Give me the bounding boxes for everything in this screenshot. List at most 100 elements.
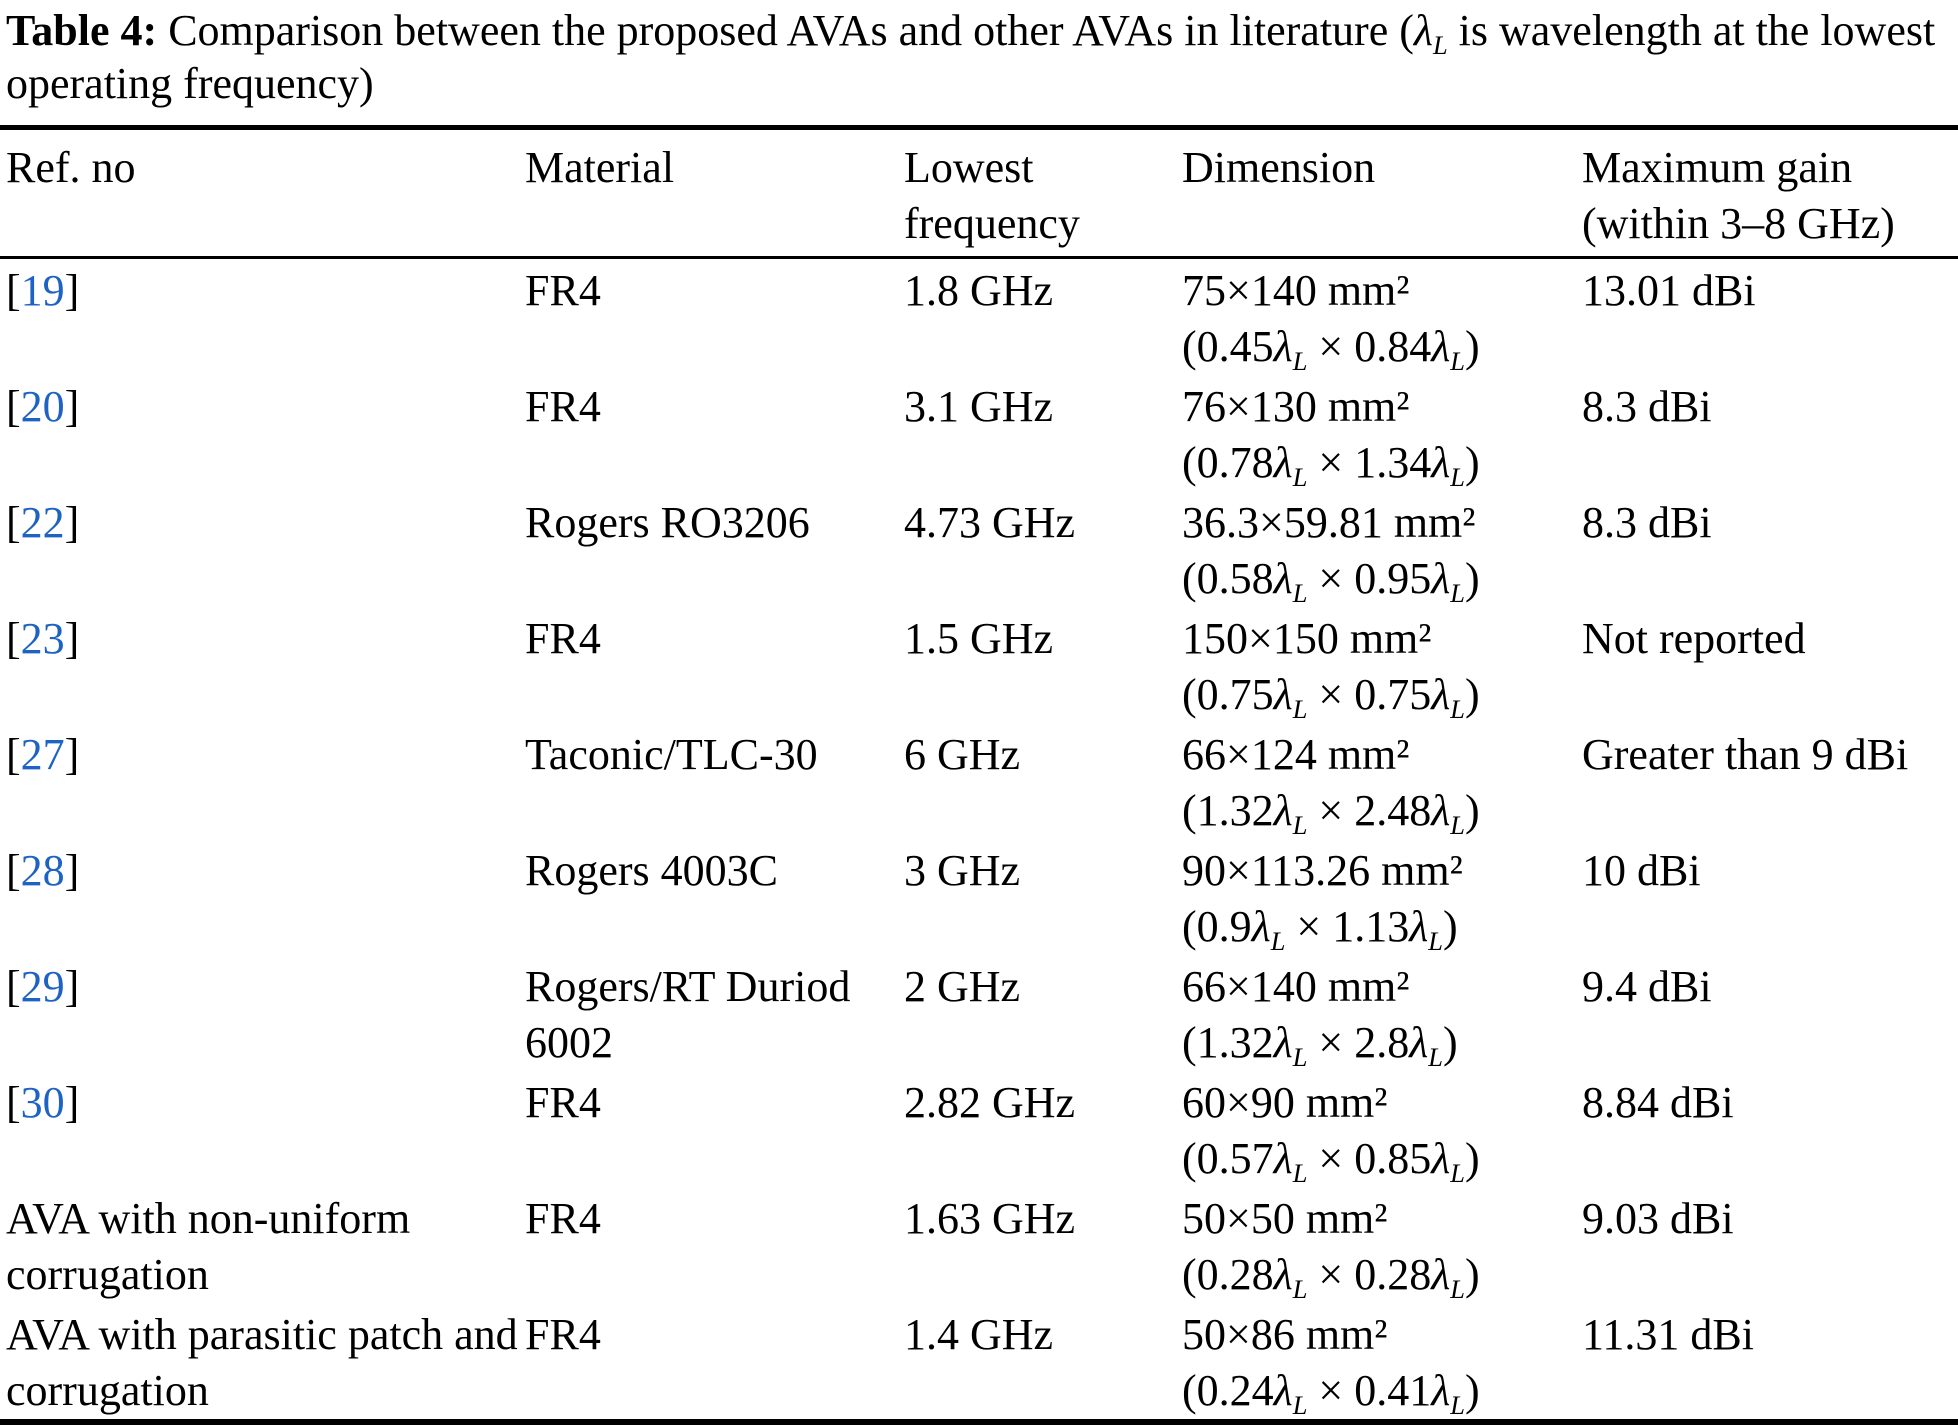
ref-cell: AVA with non-uniform corrugation bbox=[6, 1194, 411, 1299]
caption-label: Table 4: bbox=[6, 6, 158, 55]
citation-link[interactable]: 19 bbox=[20, 266, 65, 315]
ref-cell: AVA with parasitic patch and corrugation bbox=[6, 1310, 518, 1415]
table-row: [22] Rogers RO3206 4.73 GHz 36.3×59.81 m… bbox=[0, 491, 1958, 607]
dimension-line1: 66×140 mm² bbox=[1182, 962, 1410, 1011]
dimension-cell: 150×150 mm² (0.75λL × 0.75λL) bbox=[1182, 607, 1582, 723]
frequency-cell: 1.8 GHz bbox=[904, 266, 1054, 315]
gain-cell: 9.4 dBi bbox=[1582, 962, 1712, 1011]
dimension-cell: 90×113.26 mm² (0.9λL × 1.13λL) bbox=[1182, 839, 1582, 955]
dimension-cell: 60×90 mm² (0.57λL × 0.85λL) bbox=[1182, 1071, 1582, 1187]
dimension-line2: (0.78λL × 1.34λL) bbox=[1182, 438, 1480, 493]
dimension-cell: 36.3×59.81 mm² (0.58λL × 0.95λL) bbox=[1182, 491, 1582, 607]
frequency-cell: 6 GHz bbox=[904, 730, 1021, 779]
dimension-line1: 150×150 mm² bbox=[1182, 614, 1432, 663]
frequency-cell: 2.82 GHz bbox=[904, 1078, 1076, 1127]
table-body: [19] FR4 1.8 GHz 75×140 mm² (0.45λL × 0.… bbox=[0, 258, 1958, 1423]
material-cell: FR4 bbox=[525, 1310, 601, 1359]
header-ref-no: Ref. no bbox=[0, 127, 525, 259]
citation-link[interactable]: 28 bbox=[20, 846, 65, 895]
ref-cell: [27] bbox=[6, 730, 80, 779]
dimension-cell: 66×140 mm² (1.32λL × 2.8λL) bbox=[1182, 955, 1582, 1071]
citation-link[interactable]: 27 bbox=[20, 730, 65, 779]
table-row: [28] Rogers 4003C 3 GHz 90×113.26 mm² (0… bbox=[0, 839, 1958, 955]
table-row: [27] Taconic/TLC-30 6 GHz 66×124 mm² (1.… bbox=[0, 723, 1958, 839]
table-row: [29] Rogers/RT Duriod 6002 2 GHz 66×140 … bbox=[0, 955, 1958, 1071]
dimension-line2: (0.9λL × 1.13λL) bbox=[1182, 902, 1458, 957]
ref-cell: [19] bbox=[6, 266, 80, 315]
header-lowest-frequency: Lowest frequency bbox=[904, 127, 1182, 259]
header-row: Ref. no Material Lowest frequency Dimens… bbox=[0, 127, 1958, 259]
header-material: Material bbox=[525, 127, 904, 259]
dimension-cell: 76×130 mm² (0.78λL × 1.34λL) bbox=[1182, 375, 1582, 491]
dimension-line2: (0.57λL × 0.85λL) bbox=[1182, 1134, 1480, 1189]
dimension-line1: 50×50 mm² bbox=[1182, 1194, 1388, 1243]
gain-cell: 10 dBi bbox=[1582, 846, 1701, 895]
gain-cell: Not reported bbox=[1582, 614, 1806, 663]
citation-link[interactable]: 30 bbox=[20, 1078, 65, 1127]
citation-link[interactable]: 20 bbox=[20, 382, 65, 431]
material-cell: FR4 bbox=[525, 614, 601, 663]
frequency-cell: 3.1 GHz bbox=[904, 382, 1054, 431]
frequency-cell: 3 GHz bbox=[904, 846, 1021, 895]
ref-cell: [23] bbox=[6, 614, 80, 663]
dimension-cell: 75×140 mm² (0.45λL × 0.84λL) bbox=[1182, 258, 1582, 376]
dimension-line1: 66×124 mm² bbox=[1182, 730, 1410, 779]
table-row: AVA with parasitic patch and corrugation… bbox=[0, 1303, 1958, 1422]
table-row: [20] FR4 3.1 GHz 76×130 mm² (0.78λL × 1.… bbox=[0, 375, 1958, 491]
gain-cell: 9.03 dBi bbox=[1582, 1194, 1734, 1243]
table-row: [30] FR4 2.82 GHz 60×90 mm² (0.57λL × 0.… bbox=[0, 1071, 1958, 1187]
dimension-line2: (0.28λL × 0.28λL) bbox=[1182, 1250, 1480, 1305]
caption-text: Comparison between the proposed AVAs and… bbox=[6, 6, 1936, 108]
dimension-line1: 50×86 mm² bbox=[1182, 1310, 1388, 1359]
ref-cell: [22] bbox=[6, 498, 80, 547]
dimension-cell: 50×50 mm² (0.28λL × 0.28λL) bbox=[1182, 1187, 1582, 1303]
dimension-line1: 75×140 mm² bbox=[1182, 266, 1410, 315]
frequency-cell: 4.73 GHz bbox=[904, 498, 1076, 547]
gain-cell: 8.3 dBi bbox=[1582, 382, 1712, 431]
header-dimension: Dimension bbox=[1182, 127, 1582, 259]
ref-cell: [30] bbox=[6, 1078, 80, 1127]
material-cell: Rogers/RT Duriod 6002 bbox=[525, 962, 851, 1067]
dimension-line2: (0.24λL × 0.41λL) bbox=[1182, 1366, 1480, 1421]
dimension-line2: (1.32λL × 2.48λL) bbox=[1182, 786, 1480, 841]
dimension-cell: 66×124 mm² (1.32λL × 2.48λL) bbox=[1182, 723, 1582, 839]
table-row: [23] FR4 1.5 GHz 150×150 mm² (0.75λL × 0… bbox=[0, 607, 1958, 723]
material-cell: FR4 bbox=[525, 382, 601, 431]
dimension-cell: 50×86 mm² (0.24λL × 0.41λL) bbox=[1182, 1303, 1582, 1422]
citation-link[interactable]: 22 bbox=[20, 498, 65, 547]
dimension-line2: (0.75λL × 0.75λL) bbox=[1182, 670, 1480, 725]
header-maximum-gain: Maximum gain (within 3–8 GHz) bbox=[1582, 127, 1958, 259]
frequency-cell: 1.63 GHz bbox=[904, 1194, 1076, 1243]
dimension-line1: 90×113.26 mm² bbox=[1182, 846, 1463, 895]
gain-cell: 13.01 dBi bbox=[1582, 266, 1756, 315]
material-cell: Taconic/TLC-30 bbox=[525, 730, 818, 779]
frequency-cell: 2 GHz bbox=[904, 962, 1021, 1011]
material-cell: Rogers RO3206 bbox=[525, 498, 810, 547]
gain-cell: Greater than 9 dBi bbox=[1582, 730, 1909, 779]
table-row: AVA with non-uniform corrugation FR4 1.6… bbox=[0, 1187, 1958, 1303]
material-cell: FR4 bbox=[525, 1194, 601, 1243]
frequency-cell: 1.4 GHz bbox=[904, 1310, 1054, 1359]
frequency-cell: 1.5 GHz bbox=[904, 614, 1054, 663]
material-cell: Rogers 4003C bbox=[525, 846, 778, 895]
gain-cell: 8.84 dBi bbox=[1582, 1078, 1734, 1127]
ref-cell: [28] bbox=[6, 846, 80, 895]
table-caption: Table 4: Comparison between the proposed… bbox=[0, 0, 1958, 110]
citation-link[interactable]: 29 bbox=[20, 962, 65, 1011]
dimension-line1: 60×90 mm² bbox=[1182, 1078, 1388, 1127]
gain-cell: 11.31 dBi bbox=[1582, 1310, 1754, 1359]
material-cell: FR4 bbox=[525, 266, 601, 315]
ref-cell: [29] bbox=[6, 962, 80, 1011]
dimension-line1: 76×130 mm² bbox=[1182, 382, 1410, 431]
dimension-line2: (0.45λL × 0.84λL) bbox=[1182, 322, 1480, 377]
gain-cell: 8.3 dBi bbox=[1582, 498, 1712, 547]
dimension-line2: (1.32λL × 2.8λL) bbox=[1182, 1018, 1458, 1073]
dimension-line2: (0.58λL × 0.95λL) bbox=[1182, 554, 1480, 609]
table-header: Ref. no Material Lowest frequency Dimens… bbox=[0, 127, 1958, 259]
ref-cell: [20] bbox=[6, 382, 80, 431]
comparison-table: Ref. no Material Lowest frequency Dimens… bbox=[0, 125, 1958, 1425]
table-row: [19] FR4 1.8 GHz 75×140 mm² (0.45λL × 0.… bbox=[0, 258, 1958, 376]
dimension-line1: 36.3×59.81 mm² bbox=[1182, 498, 1476, 547]
citation-link[interactable]: 23 bbox=[20, 614, 65, 663]
